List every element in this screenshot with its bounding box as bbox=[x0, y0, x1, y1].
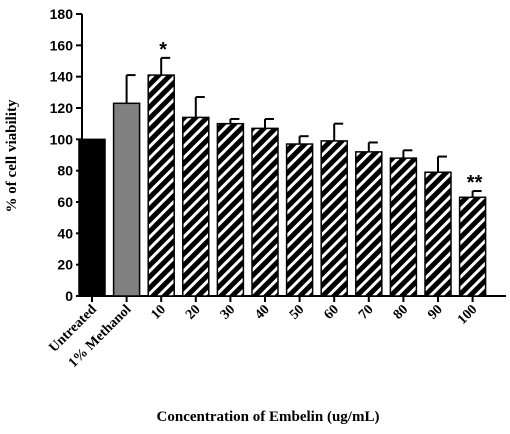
significance-marker: * bbox=[159, 39, 167, 61]
y-tick-label: 80 bbox=[57, 163, 73, 179]
x-tick-label: 20 bbox=[183, 302, 204, 323]
bar bbox=[285, 143, 314, 297]
y-axis-title: % of cell viability bbox=[4, 99, 20, 212]
x-tick-label: 40 bbox=[252, 302, 273, 323]
x-tick-label: 30 bbox=[218, 302, 239, 323]
x-tick-label: 60 bbox=[322, 302, 343, 323]
x-tick-label: 10 bbox=[149, 302, 170, 323]
significance-marker: ** bbox=[467, 172, 483, 194]
x-tick-label: 80 bbox=[391, 302, 412, 323]
bar bbox=[112, 102, 141, 297]
bar bbox=[216, 122, 245, 297]
y-tick-label: 20 bbox=[57, 257, 73, 273]
error-bars bbox=[125, 56, 482, 198]
x-tick-label: 90 bbox=[425, 302, 446, 323]
bar bbox=[424, 171, 452, 297]
bar bbox=[78, 138, 106, 297]
y-tick-label: 60 bbox=[57, 194, 73, 210]
bar bbox=[458, 196, 487, 297]
bar bbox=[147, 74, 175, 297]
x-axis-title: Concentration of Embelin (ug/mL) bbox=[157, 409, 380, 425]
x-tick-label: 50 bbox=[287, 302, 308, 323]
y-tick-label: 40 bbox=[57, 225, 73, 241]
y-tick-label: 120 bbox=[50, 100, 74, 116]
bar bbox=[320, 140, 348, 297]
bar bbox=[251, 127, 279, 297]
annotations: *** bbox=[159, 39, 482, 194]
y-tick-label: 180 bbox=[50, 6, 74, 22]
y-tick-label: 0 bbox=[65, 288, 73, 304]
x-tick-label: 70 bbox=[356, 302, 377, 323]
y-tick-label: 100 bbox=[50, 131, 74, 147]
bar bbox=[389, 157, 418, 297]
bars bbox=[78, 74, 487, 297]
y-tick-label: 160 bbox=[50, 37, 74, 53]
bar bbox=[355, 151, 383, 297]
x-tick-label: 100 bbox=[455, 302, 480, 327]
bar bbox=[182, 116, 210, 297]
y-tick-label: 140 bbox=[50, 69, 74, 85]
